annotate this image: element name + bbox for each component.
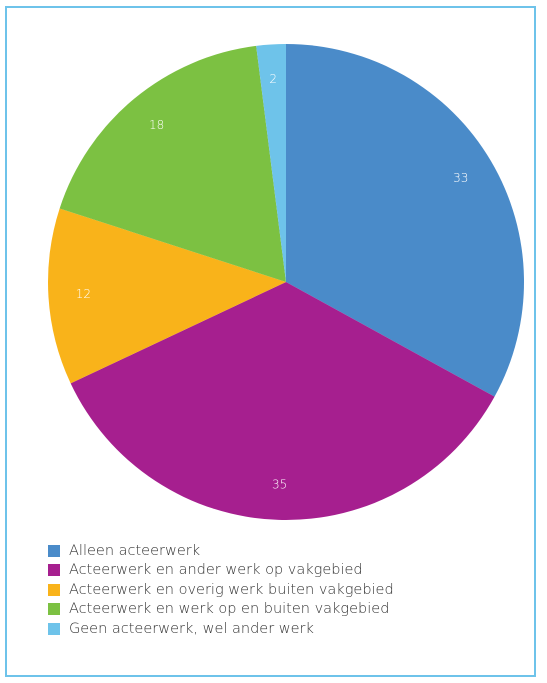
pie-chart: 33 35 12 18 2 [47, 44, 525, 521]
pie-labels: 33 35 12 18 2 [76, 72, 469, 491]
legend-swatch [48, 622, 60, 635]
legend-label: Acteerwerk en ander werk op vakgebied [69, 562, 363, 579]
legend-label: Acteerwerk en werk op en buiten vakgebie… [69, 601, 390, 618]
legend-swatch [48, 603, 60, 616]
legend-item-acteerwerk-en-werk-op-en-buiten-vakgebied: Acteerwerk en werk op en buiten vakgebie… [48, 600, 394, 620]
pie-slice-geen-acteerwerk-wel-ander-werk [256, 44, 286, 282]
pie-slices [47, 44, 525, 521]
pie-slice-acteerwerk-en-werk-op-en-buiten-vakgebied [59, 45, 287, 282]
legend-item-acteerwerk-en-overig-werk-buiten-vakgebied: Acteerwerk en overig werk buiten vakgebi… [48, 580, 394, 600]
legend-label: Acteerwerk en overig werk buiten vakgebi… [69, 581, 394, 598]
legend-swatch [48, 583, 60, 596]
pie-data-label-acteerwerk-en-werk-op-en-buiten-vakgebied: 18 [149, 118, 164, 132]
legend-label: Geen acteerwerk, wel ander werk [69, 620, 314, 637]
pie-slice-acteerwerk-en-overig-werk-buiten-vakgebied [47, 208, 287, 384]
legend-swatch [48, 544, 60, 557]
chart-legend: Alleen acteerwerk Acteerwerk en ander wer… [48, 541, 394, 639]
pie-slice-alleen-acteerwerk [286, 44, 525, 397]
pie-data-label-geen-acteerwerk-wel-ander-werk: 2 [269, 72, 277, 86]
legend-label: Alleen acteerwerk [69, 542, 201, 559]
pie-data-label-acteerwerk-en-overig-werk-buiten-vakgebied: 12 [76, 287, 91, 301]
pie-data-label-acteerwerk-en-ander-werk-op-vakgebied: 35 [272, 477, 287, 491]
legend-item-acteerwerk-en-ander-werk-op-vakgebied: Acteerwerk en ander werk op vakgebied [48, 561, 394, 581]
legend-item-geen-acteerwerk-wel-ander-werk: Geen acteerwerk, wel ander werk [48, 619, 394, 639]
pie-data-label-alleen-acteerwerk: 33 [453, 171, 468, 185]
legend-swatch [48, 564, 60, 577]
legend-item-alleen-acteerwerk: Alleen acteerwerk [48, 541, 394, 561]
pie-slice-acteerwerk-en-ander-werk-op-vakgebied [70, 282, 495, 521]
